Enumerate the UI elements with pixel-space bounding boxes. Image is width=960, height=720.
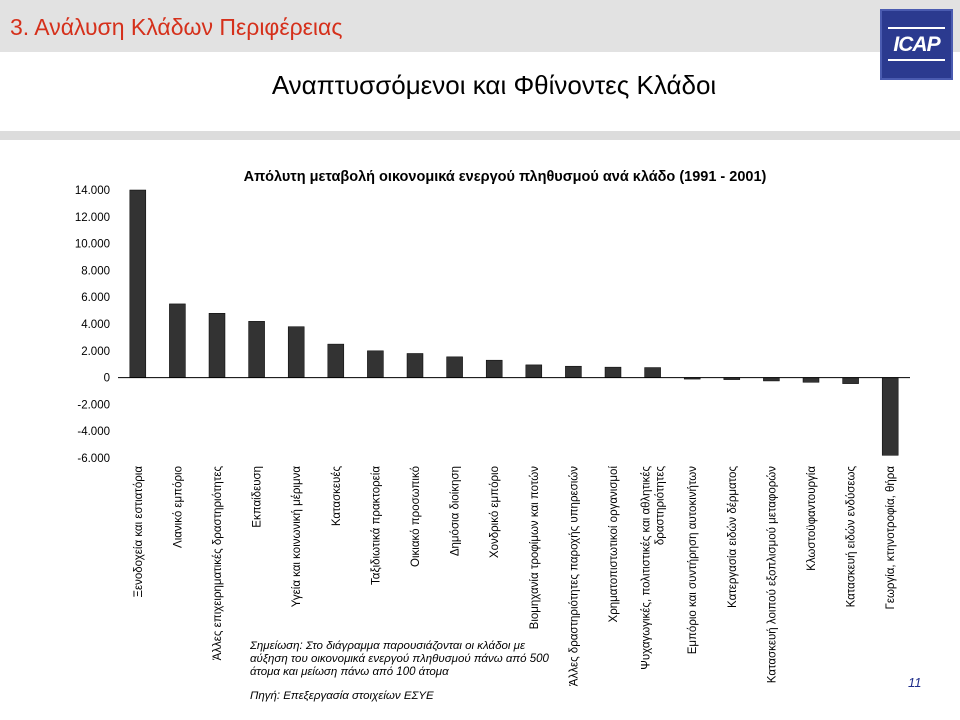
header-divider [0,131,960,140]
x-tick-label: Ξενοδοχεία και εστιατόρια [133,466,145,598]
bar [367,350,384,378]
bar [485,359,503,378]
bar [802,377,820,383]
bar [208,313,226,378]
x-tick-label: Κλωστοϋφαντουργία [806,466,818,571]
slide-title: Αναπτυσσόμενοι και Φθίνοντες Κλάδοι [271,70,717,100]
logo-stripe [888,27,945,29]
x-tick-label: Υγεία και κοινωνική μέριμνα [291,466,303,608]
y-tick-label: 10.000 [75,239,110,251]
y-tick-label: -4.000 [77,426,110,438]
logo-text: ICAP [893,33,940,56]
bar [525,364,543,378]
x-tick-label: Ψυχαγωγικές, πολιτιστικές και αθλητικές [641,466,653,670]
y-tick-label: 6.000 [81,292,110,304]
x-tick-label: Βιομηχανία τροφίμων και ποτών [529,466,541,630]
x-tick-label: Λιανικό εμπόριο [172,466,184,548]
x-tick-label: Κατασκευή λοιπού εξοπλισμού μεταφορών [766,466,778,683]
x-tick-label: Δημόσια διοίκηση [450,466,462,556]
y-tick-label: 2.000 [81,346,110,358]
y-axis-labels: 14.000 12.000 10.000 8.000 6.000 4.000 2.000 0 -… [75,185,110,465]
bar [248,321,265,378]
bar [644,367,661,378]
y-tick-label: 0 [104,373,110,385]
chart-note: Σημείωση: Στο διάγραμμα παρουσιάζονται ο… [250,640,549,678]
company-logo: ICAP [880,9,953,80]
x-tick-label: Εκπαίδευση [252,466,264,528]
header-band [0,0,960,52]
y-tick-label: 8.000 [81,265,110,277]
bar [169,303,186,378]
bar [881,377,899,456]
x-tick-label: Άλλες επιχειρηματικές δραστηριότητες [212,466,224,661]
chart-title: Απόλυτη μεταβολή οικονομικά ενεργού πληθ… [244,169,767,185]
section-title: 3. Ανάλυση Κλάδων Περιφέρειας [10,14,343,40]
bars [129,189,899,456]
bar [406,353,424,378]
x-tick-label: Εμπόριο και συντήρηση αυτοκινήτων [687,466,699,655]
bar [129,189,147,378]
x-tick-label: Ταξιδιωτικά πρακτορεία [370,466,382,585]
data-source: Πηγή: Επεξεργασία στοιχείων ΕΣΥΕ [250,690,434,702]
x-tick-label: δραστηριότητες [655,466,667,546]
bar [446,356,463,378]
x-tick-label: Γεωργία, κτηνοτροφία, θήρα [885,466,897,610]
x-tick-label: Κατασκευή ειδών ενδύσεως [846,466,858,608]
page-number: 11 [908,675,922,690]
y-tick-label: -2.000 [77,399,110,411]
y-tick-label: -6.000 [77,453,110,465]
category-labels: Ξενοδοχεία και εστιατόρια Λιανικό εμπόριο… [133,466,897,687]
y-tick-label: 12.000 [75,212,110,224]
logo-stripe [888,59,945,61]
bar [565,365,582,378]
bar [327,343,345,378]
x-tick-label: Κατασκευές [331,466,343,527]
x-tick-label: Άλλες δραστηριότητες παροχής υπηρεσιών [568,466,580,686]
x-tick-label: Χρηματοπιστωτικοί οργανισμοί [608,466,620,623]
x-tick-label: Οικιακό προσωπικό [410,466,422,567]
bar [604,366,622,378]
bar [287,326,305,378]
x-tick-label: Κατεργασία ειδών δέρματος [727,466,739,608]
x-tick-label: Χονδρικό εμπόριο [489,466,501,558]
y-tick-label: 14.000 [75,185,110,197]
bar [842,377,859,384]
bar [763,377,780,382]
y-tick-label: 4.000 [81,319,110,331]
